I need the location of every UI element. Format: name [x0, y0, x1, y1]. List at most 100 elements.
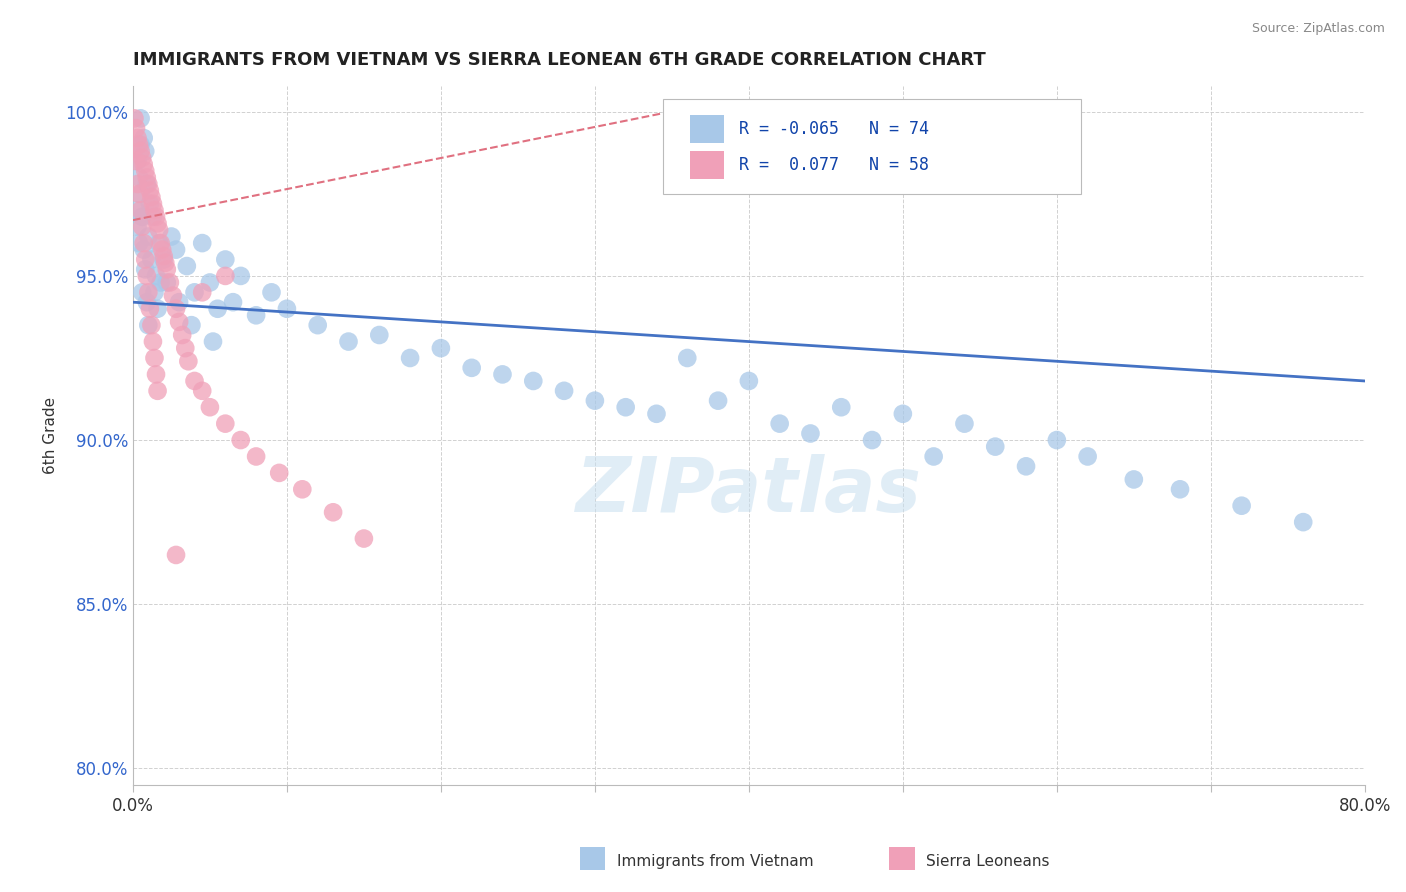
Point — [135, 295, 157, 310]
Text: R =  0.077   N = 58: R = 0.077 N = 58 — [740, 155, 929, 174]
Point — [129, 144, 152, 158]
Point — [129, 203, 152, 218]
Point — [125, 154, 148, 169]
Point — [139, 184, 162, 198]
Point — [127, 131, 149, 145]
Point — [131, 285, 153, 300]
Point — [141, 252, 163, 267]
Point — [165, 301, 187, 316]
Point — [1122, 473, 1144, 487]
Point — [165, 548, 187, 562]
Point — [142, 334, 165, 349]
Point — [132, 131, 155, 145]
Point — [1230, 499, 1253, 513]
Point — [172, 328, 194, 343]
Point — [707, 393, 730, 408]
Point — [127, 154, 149, 169]
Point — [135, 268, 157, 283]
Point — [131, 219, 153, 234]
Point — [131, 210, 153, 224]
Point — [146, 384, 169, 398]
Point — [159, 276, 181, 290]
Point — [136, 318, 159, 333]
Point — [162, 288, 184, 302]
Point — [799, 426, 821, 441]
Point — [132, 157, 155, 171]
Point — [177, 354, 200, 368]
Point — [276, 301, 298, 316]
Text: Immigrants from Vietnam: Immigrants from Vietnam — [617, 855, 813, 869]
Point — [155, 256, 177, 270]
Point — [165, 243, 187, 257]
Point — [156, 276, 179, 290]
Bar — [690, 115, 724, 143]
Point — [128, 186, 150, 201]
Point — [245, 450, 267, 464]
Point — [135, 170, 157, 185]
Point — [1015, 459, 1038, 474]
Point — [143, 203, 166, 218]
Point — [127, 177, 149, 191]
Point — [337, 334, 360, 349]
Point — [860, 433, 883, 447]
Point — [142, 196, 165, 211]
Point — [353, 532, 375, 546]
Bar — [690, 151, 724, 178]
Point — [1292, 515, 1315, 529]
Point — [229, 433, 252, 447]
Point — [491, 368, 513, 382]
Point — [134, 144, 156, 158]
Point — [176, 259, 198, 273]
Point — [891, 407, 914, 421]
Point — [984, 440, 1007, 454]
Point — [149, 276, 172, 290]
Point — [152, 249, 174, 263]
Text: Sierra Leoneans: Sierra Leoneans — [927, 855, 1049, 869]
Point — [131, 151, 153, 165]
Point — [127, 219, 149, 234]
Point — [260, 285, 283, 300]
Point — [134, 164, 156, 178]
Point — [291, 483, 314, 497]
Point — [769, 417, 792, 431]
Point — [214, 417, 236, 431]
Point — [322, 505, 344, 519]
Point — [180, 318, 202, 333]
Point — [830, 401, 852, 415]
Text: IMMIGRANTS FROM VIETNAM VS SIERRA LEONEAN 6TH GRADE CORRELATION CHART: IMMIGRANTS FROM VIETNAM VS SIERRA LEONEA… — [134, 51, 986, 69]
Point — [129, 112, 152, 126]
Point — [738, 374, 761, 388]
Point — [146, 301, 169, 316]
Point — [132, 236, 155, 251]
Point — [134, 252, 156, 267]
Point — [149, 236, 172, 251]
Point — [167, 295, 190, 310]
Point — [430, 341, 453, 355]
Text: R = -0.065   N = 74: R = -0.065 N = 74 — [740, 120, 929, 138]
Point — [207, 301, 229, 316]
Point — [132, 243, 155, 257]
Point — [125, 121, 148, 136]
Point — [139, 301, 162, 316]
Point — [201, 334, 224, 349]
Point — [460, 360, 482, 375]
Point — [191, 285, 214, 300]
Point — [148, 223, 170, 237]
Point — [214, 252, 236, 267]
Point — [229, 268, 252, 283]
Point — [953, 417, 976, 431]
Point — [135, 177, 157, 191]
Point — [183, 374, 205, 388]
Point — [128, 170, 150, 185]
Point — [141, 318, 163, 333]
Point — [148, 236, 170, 251]
Point — [136, 285, 159, 300]
Point — [1046, 433, 1069, 447]
Point — [214, 268, 236, 283]
Point — [245, 308, 267, 322]
FancyBboxPatch shape — [662, 100, 1081, 194]
Point — [522, 374, 544, 388]
Point — [125, 203, 148, 218]
Point — [146, 216, 169, 230]
Point — [553, 384, 575, 398]
